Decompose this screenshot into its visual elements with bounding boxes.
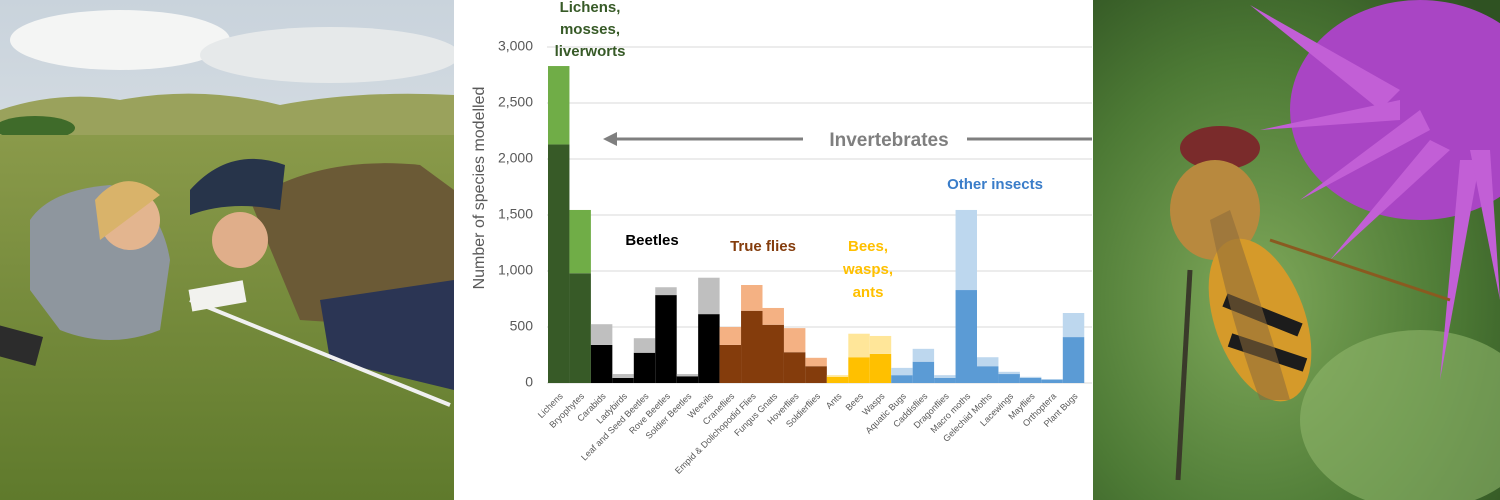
bar-segment — [548, 144, 570, 383]
span-label: Invertebrates — [829, 130, 948, 151]
hoverfly-photo — [1093, 0, 1500, 500]
bar-segment — [783, 328, 806, 353]
y-axis-label: Number of species modelled — [471, 87, 488, 290]
bar-segment — [912, 348, 935, 362]
group-label: Other insects — [947, 176, 1043, 193]
bar-segment — [891, 367, 913, 376]
bar-segment — [698, 277, 720, 315]
bar-segment — [590, 344, 613, 383]
bar-segment — [934, 377, 956, 383]
bar-segment — [805, 357, 827, 367]
bar-segment — [719, 344, 742, 383]
bar-segment — [762, 324, 784, 383]
bar-segment — [977, 366, 999, 383]
group-label: Beetles — [625, 232, 678, 249]
bar-segment — [698, 314, 720, 383]
bar-segment — [762, 307, 784, 325]
bar-segment — [848, 333, 870, 358]
bar-segment — [912, 361, 935, 383]
bar-segment — [612, 374, 634, 378]
bar-segment — [848, 357, 870, 383]
group-label: ants — [853, 284, 884, 301]
bar-segment — [741, 310, 763, 383]
y-tick-label: 2,000 — [498, 150, 533, 166]
bar-segment — [934, 375, 956, 378]
bar-segment — [998, 374, 1020, 383]
bar-segment — [955, 209, 977, 291]
span-arrow-head — [603, 132, 617, 146]
group-label: Lichens, — [560, 0, 621, 16]
bar-segment — [977, 357, 999, 367]
bar-segment — [590, 324, 613, 345]
bar-segment — [633, 338, 656, 353]
field-photo — [0, 0, 454, 500]
bar-segment — [891, 375, 913, 383]
bar-segment — [1019, 377, 1042, 383]
chart: Number of species modelled 0 500 1,000 1,50… — [454, 0, 1092, 500]
group-label: liverworts — [555, 43, 626, 60]
y-tick-label: 500 — [510, 318, 534, 334]
bar-segment — [569, 209, 591, 274]
bar-segment — [633, 352, 656, 383]
bar-segment — [548, 66, 570, 145]
bar-segment — [655, 295, 677, 383]
bar-segment — [1062, 337, 1085, 383]
bar-segment — [998, 371, 1020, 375]
y-tick-label: 0 — [525, 374, 533, 390]
y-tick-label: 1,000 — [498, 262, 533, 278]
bar-segment — [655, 287, 677, 296]
y-tick-label: 2,500 — [498, 94, 533, 110]
bar-segment — [569, 273, 591, 383]
bar-segment — [826, 376, 849, 383]
bar-segment — [676, 374, 699, 377]
bar-segment — [676, 376, 699, 383]
bar-segment — [1019, 376, 1042, 378]
bar-segment — [783, 352, 806, 383]
bar-segment — [869, 335, 892, 354]
y-tick-label: 1,500 — [498, 206, 533, 222]
bar-segment — [1062, 313, 1085, 338]
bar-segment — [955, 290, 977, 383]
bar-segment — [805, 366, 827, 383]
bar-segment — [1041, 379, 1063, 383]
y-tick-label: 3,000 — [498, 38, 533, 54]
bar-segment — [869, 353, 892, 383]
bar-segment — [741, 285, 763, 311]
bar-segment — [612, 377, 634, 383]
group-label: True flies — [730, 238, 796, 255]
group-label: wasps, — [842, 261, 893, 278]
bar-segment — [719, 327, 742, 345]
bar-segment — [826, 375, 849, 377]
group-label: Bees, — [848, 238, 888, 255]
bar-segment — [1041, 379, 1063, 380]
group-label: mosses, — [560, 21, 620, 38]
